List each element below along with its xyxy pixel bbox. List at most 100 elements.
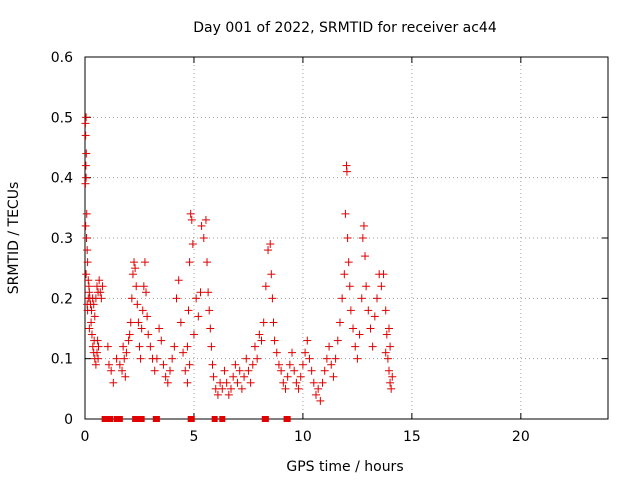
data-point xyxy=(93,336,102,345)
data-point xyxy=(206,324,215,333)
data-point xyxy=(329,372,338,381)
x-tick-label: 0 xyxy=(81,429,90,445)
y-tick-label: 0.1 xyxy=(51,352,73,368)
data-point xyxy=(322,354,331,363)
data-point xyxy=(94,354,103,363)
y-tick-label: 0.5 xyxy=(51,110,73,126)
data-point xyxy=(274,360,283,369)
data-point xyxy=(209,372,218,381)
data-point xyxy=(257,336,266,345)
data-point xyxy=(284,416,291,422)
data-point xyxy=(150,366,159,375)
data-point xyxy=(132,282,141,291)
data-point xyxy=(344,258,353,267)
data-point xyxy=(120,354,129,363)
data-point xyxy=(253,354,262,363)
data-point xyxy=(388,372,397,381)
data-point xyxy=(355,330,364,339)
data-point xyxy=(208,360,217,369)
data-point xyxy=(219,416,226,422)
data-point xyxy=(109,378,118,387)
data-point xyxy=(307,366,316,375)
data-point xyxy=(224,390,233,399)
chart-title: Day 001 of 2022, SRMTID for receiver ac4… xyxy=(193,20,497,36)
data-point xyxy=(318,378,327,387)
data-point xyxy=(320,366,329,375)
data-point xyxy=(121,372,130,381)
data-point xyxy=(159,360,168,369)
data-point xyxy=(235,366,244,375)
data-point xyxy=(134,416,141,422)
data-point xyxy=(383,354,392,363)
data-point xyxy=(342,167,351,176)
data-point xyxy=(179,348,188,357)
data-point xyxy=(170,342,179,351)
data-point xyxy=(379,270,388,279)
data-point xyxy=(288,348,297,357)
data-point xyxy=(95,276,104,285)
data-point xyxy=(196,288,205,297)
data-point xyxy=(192,294,201,303)
data-point xyxy=(270,336,279,345)
data-point xyxy=(386,378,395,387)
data-point xyxy=(155,324,164,333)
data-point xyxy=(368,342,377,351)
data-point xyxy=(237,384,246,393)
data-point xyxy=(94,342,103,351)
data-point xyxy=(222,378,231,387)
data-point xyxy=(184,306,193,315)
data-point xyxy=(183,342,192,351)
data-point xyxy=(303,336,312,345)
data-point xyxy=(140,258,149,267)
data-point xyxy=(201,215,210,224)
data-point xyxy=(327,360,336,369)
data-point xyxy=(82,113,91,122)
y-tick-label: 0.2 xyxy=(51,291,73,307)
data-point xyxy=(127,294,136,303)
data-point xyxy=(301,348,310,357)
data-point xyxy=(211,416,218,422)
data-point xyxy=(135,342,144,351)
data-point xyxy=(91,360,100,369)
data-point xyxy=(261,282,270,291)
data-point xyxy=(130,258,139,267)
data-point xyxy=(262,416,269,422)
data-point xyxy=(250,342,259,351)
y-axis-label: SRMTID / TECUs xyxy=(6,182,22,295)
tick-labels: 0 5 10 15 20 0 0.1 0.2 0.3 0.4 0.5 0.6 xyxy=(51,50,530,445)
data-point xyxy=(181,366,190,375)
data-point xyxy=(98,282,107,291)
data-point xyxy=(118,366,127,375)
data-point xyxy=(366,324,375,333)
data-point xyxy=(267,270,276,279)
x-tick-label: 15 xyxy=(403,429,421,445)
data-point xyxy=(131,264,140,273)
data-point xyxy=(269,318,278,327)
data-point xyxy=(204,288,213,297)
data-point xyxy=(115,360,124,369)
data-point xyxy=(298,360,307,369)
data-point xyxy=(81,161,90,170)
data-point xyxy=(112,354,121,363)
data-point xyxy=(227,384,236,393)
data-point xyxy=(268,294,277,303)
data-point xyxy=(373,294,382,303)
data-point xyxy=(176,318,185,327)
data-point xyxy=(281,384,290,393)
data-point xyxy=(246,378,255,387)
data-point xyxy=(242,354,251,363)
data-point xyxy=(266,240,275,249)
data-point xyxy=(346,306,355,315)
data-point xyxy=(386,342,395,351)
data-point xyxy=(362,282,371,291)
data-point xyxy=(240,372,249,381)
data-point xyxy=(83,246,92,255)
data-point xyxy=(128,270,137,279)
data-point xyxy=(96,288,105,297)
data-point xyxy=(377,282,386,291)
data-point xyxy=(231,360,240,369)
x-tick-label: 10 xyxy=(294,429,312,445)
data-point xyxy=(233,378,242,387)
data-point xyxy=(185,258,194,267)
